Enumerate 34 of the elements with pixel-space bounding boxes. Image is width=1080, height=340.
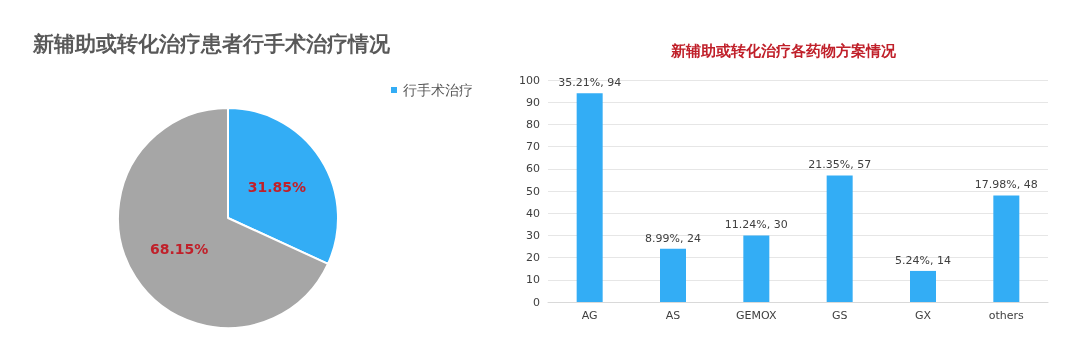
y-tick-label: 70 [526,140,540,154]
y-tick-label: 90 [526,95,540,109]
data-label: 21.35%, 57 [808,158,872,172]
data-label: 17.98%, 48 [974,178,1038,192]
data-label: 5.24%, 14 [895,253,951,267]
y-tick-label: 80 [526,117,540,131]
data-label: 8.99%, 24 [645,231,701,245]
legend-label: 行手术治疗 [403,82,473,98]
x-tick-label: GX [914,309,932,322]
x-tick-label: others [988,309,1025,322]
y-tick-label: 40 [526,206,540,220]
y-tick-label: 30 [526,228,540,242]
y-tick-label: 60 [526,162,540,176]
bar [743,235,770,302]
bar [993,195,1020,302]
data-label: 11.24%, 30 [724,218,788,232]
bar [576,93,603,302]
chart-title: 新辅助或转化治疗各药物方案情况 [669,41,897,60]
bar [910,270,936,302]
data-label: 35.21%, 94 [558,76,622,90]
x-tick-label: GEMOX [736,309,778,322]
x-tick-label: AG [581,309,598,322]
y-tick-label: 100 [519,73,540,87]
y-tick-label: 10 [526,273,540,287]
x-tick-label: AS [665,309,681,322]
chart-title: 新辅助或转化治疗患者行手术治疗情况 [32,31,391,56]
y-tick-label: 20 [526,251,540,265]
y-tick-label: 0 [533,295,540,309]
y-tick-label: 50 [526,184,540,198]
bar [660,248,686,302]
data-label: 68.15% [150,241,209,258]
x-tick-label: GS [831,309,848,322]
data-label: 31.85% [247,178,306,195]
bar [826,175,853,302]
